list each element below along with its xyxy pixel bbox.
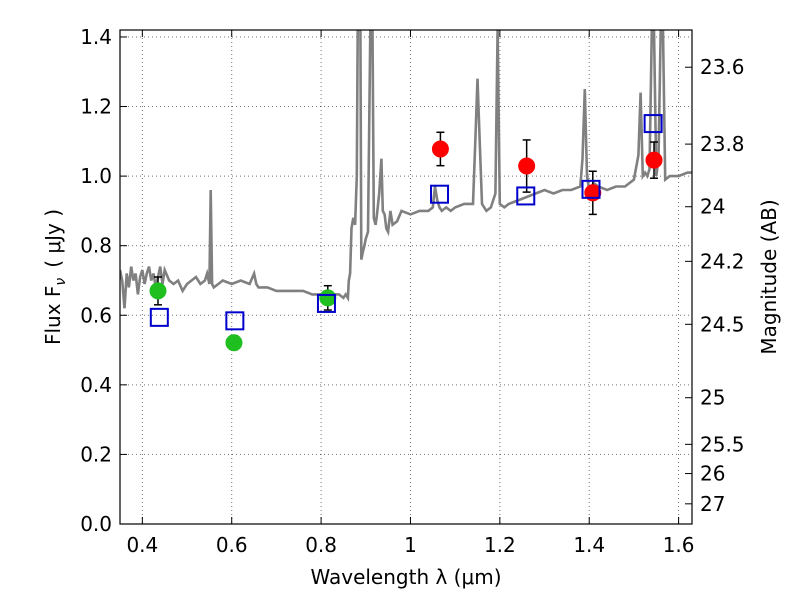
model-square-point	[225, 311, 245, 331]
y-tick-label: 1.0	[80, 164, 112, 188]
red-data-point	[518, 157, 536, 175]
y2-tick-label: 25.5	[700, 432, 745, 456]
y-tick-label: 1.2	[80, 95, 112, 119]
plot-area	[120, 30, 692, 352]
y2-axis-title: Magnitude (AB)	[757, 199, 781, 354]
x-axis-title: Wavelength λ (μm)	[310, 565, 501, 589]
red-data-point	[584, 184, 602, 202]
y-tick-label: 0.8	[80, 234, 112, 258]
green-data-point	[149, 282, 167, 300]
x-tick-label: 1	[404, 533, 417, 557]
red-data-point	[645, 151, 663, 169]
y2-tick-label: 23.6	[700, 55, 745, 79]
x-tick-label: 1.2	[484, 533, 516, 557]
model-square-point	[430, 184, 450, 204]
green-data-point	[319, 289, 337, 307]
model-square-point	[581, 179, 601, 199]
y-tick-label: 0.0	[80, 512, 112, 536]
model-square-point	[516, 186, 536, 206]
y2-tick-label: 25	[700, 386, 725, 410]
y-axis-title-main: Flux F	[41, 286, 65, 345]
model-square-point	[149, 307, 169, 327]
y2-tick-label: 24	[700, 195, 725, 219]
model-square-point	[316, 293, 336, 313]
x-tick-label: 0.6	[216, 533, 248, 557]
y-axis-title: Flux Fν ( μJy )	[41, 209, 69, 345]
y2-tick-label: 23.8	[700, 132, 745, 156]
y2-tick-label: 24.2	[700, 249, 745, 273]
y-axis-title-units: ( μJy )	[41, 209, 65, 268]
y2-tick-label: 24.5	[700, 312, 745, 336]
x-tick-label: 1.6	[663, 533, 695, 557]
y-tick-label: 0.6	[80, 303, 112, 327]
y-tick-label: 0.4	[80, 373, 112, 397]
data-marks	[149, 114, 663, 352]
red-data-point	[431, 140, 449, 158]
y-tick-label: 0.2	[80, 442, 112, 466]
plot-frame	[119, 29, 693, 525]
y-tick-label: 1.4	[80, 25, 112, 49]
green-data-point	[225, 334, 243, 352]
x-tick-label: 0.8	[305, 533, 337, 557]
y-axis-title-subscript: ν	[53, 278, 69, 286]
model-spectrum-line	[120, 30, 692, 309]
axis-ticks: 0.4 0.6 0.8 1 1.2 1.4 1.6 0.0 0.2 0.4 0.6 0.8 1.0 1.2…	[80, 25, 744, 557]
y2-tick-label: 27	[700, 492, 725, 516]
y2-tick-label: 26	[700, 462, 725, 486]
model-square-point	[643, 114, 663, 134]
x-tick-label: 1.4	[573, 533, 605, 557]
x-tick-label: 0.4	[126, 533, 158, 557]
